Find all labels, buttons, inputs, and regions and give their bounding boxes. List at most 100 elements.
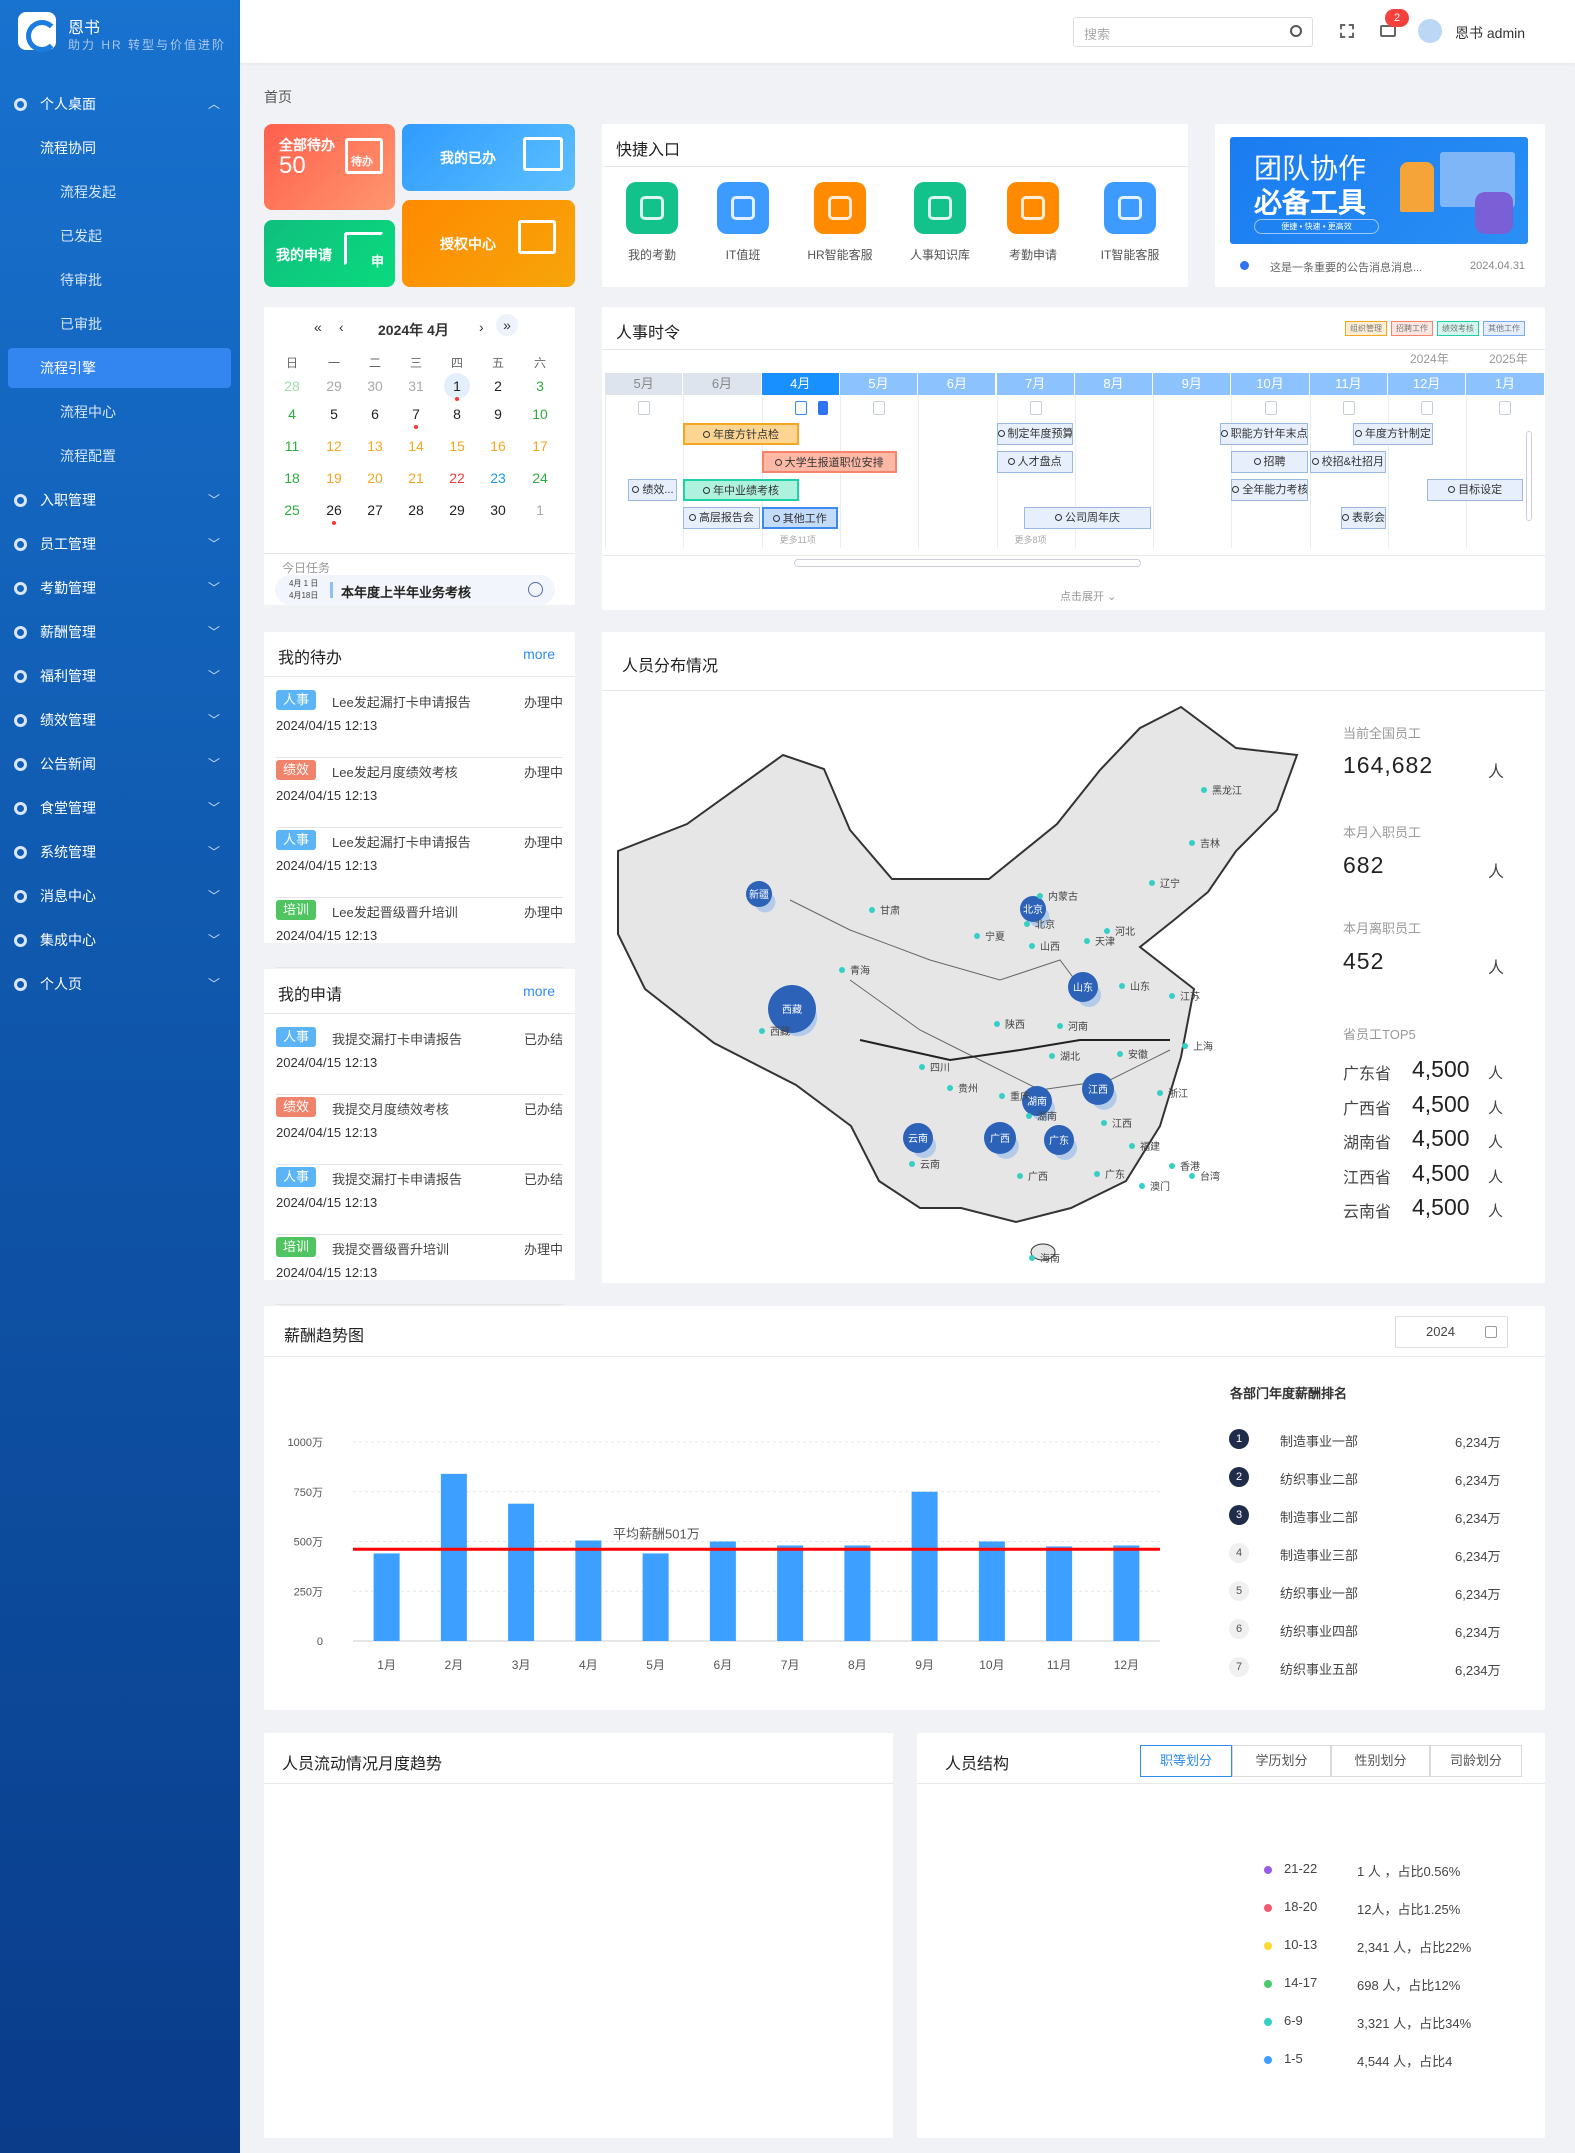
doc-icon[interactable] [873,401,886,415]
month-header[interactable]: 6月 [918,373,996,395]
calendar-day[interactable]: 30 [490,502,506,518]
quick-entry-0[interactable]: 我的考勤 [602,182,702,272]
month-header[interactable]: 9月 [1153,373,1231,395]
timeline-event[interactable]: 年中业绩考核 [683,479,799,501]
expand-button[interactable]: 点击展开 ⌄ [1060,588,1116,604]
doc-icon[interactable] [1264,401,1277,415]
timeline-event[interactable]: 年度方针点检 [683,423,799,445]
sidebar-item-13[interactable]: 福利管理 ﹀ [0,656,240,696]
list-item[interactable]: 绩效 Lee发起月度绩效考核 办理中 2024/04/15 12:13 [276,758,563,828]
calendar-day[interactable]: 23 [490,470,506,486]
calendar-day[interactable]: 13 [367,438,383,454]
my-done-tile[interactable]: 我的已办 [402,124,575,191]
timeline-event[interactable]: 高层报告会 [683,507,760,529]
timeline-scrollbar[interactable] [794,559,1141,567]
calendar-day[interactable]: 9 [494,406,502,422]
sidebar-item-12[interactable]: 薪酬管理 ﹀ [0,612,240,652]
list-item[interactable]: 人事 我提交漏打卡申请报告 已办结 2024/04/15 12:13 [276,1025,563,1095]
timeline-event[interactable]: 目标设定 [1427,479,1524,501]
banner-image[interactable]: 团队协作 必备工具 便捷 • 快速 • 更高效 [1230,137,1528,244]
doc-icon[interactable] [1499,401,1512,415]
tab-0[interactable]: 职等划分 [1140,1745,1232,1777]
sidebar-item-7[interactable]: 流程中心 [0,392,240,432]
doc-icon[interactable] [1342,401,1355,415]
calendar-day[interactable]: 29 [326,378,342,394]
timeline-event[interactable]: 绩效... [628,479,678,501]
fullscreen-icon[interactable] [1340,24,1354,38]
calendar-day[interactable]: 31 [408,378,424,394]
tab-2[interactable]: 性别划分 [1331,1745,1430,1777]
calendar-day[interactable]: 7 [412,406,420,422]
tab-3[interactable]: 司龄划分 [1430,1745,1522,1777]
timeline-event[interactable]: 制定年度预算 [996,423,1073,445]
year-select[interactable]: 2024 [1395,1316,1508,1348]
timeline-event[interactable]: 职能方针年末点检 [1219,423,1308,445]
calendar-day[interactable]: 8 [453,406,461,422]
sidebar-item-19[interactable]: 集成中心 ﹀ [0,920,240,960]
calendar-day[interactable]: 6 [371,406,379,422]
doc-icon[interactable] [1421,401,1434,415]
calendar-day[interactable]: 27 [367,502,383,518]
sidebar-item-0[interactable]: 个人桌面 ︿ [0,84,240,124]
sidebar-item-3[interactable]: 已发起 [0,216,240,256]
legend-1[interactable]: 招聘工作 [1391,321,1433,336]
calendar-day[interactable]: 19 [326,470,342,486]
more-events-link[interactable]: 更多11项 [779,535,816,545]
tab-1[interactable]: 学历划分 [1232,1745,1331,1777]
timeline-event[interactable]: 公司周年庆 [1023,507,1152,529]
calendar-day[interactable]: 17 [532,438,548,454]
sidebar-item-15[interactable]: 公告新闻 ﹀ [0,744,240,784]
sidebar-item-9[interactable]: 入职管理 ﹀ [0,480,240,520]
calendar-day[interactable]: 4 [288,406,296,422]
sidebar-item-5[interactable]: 已审批 [0,304,240,344]
calendar-day[interactable]: 29 [449,502,465,518]
sidebar-item-1[interactable]: 流程协同 [0,128,240,168]
month-header[interactable]: 5月 [605,373,683,395]
month-header[interactable]: 8月 [1074,373,1153,395]
doc-icon[interactable] [1029,401,1042,415]
calendar-day[interactable]: 25 [284,502,300,518]
calendar-day[interactable]: 5 [330,406,338,422]
my-apply-tile[interactable]: 我的申请 申 [264,220,395,287]
calendar-day[interactable]: 10 [532,406,548,422]
month-header[interactable]: 7月 [996,373,1074,395]
doc-icon[interactable] [794,401,807,415]
calendar-day[interactable]: 22 [449,470,465,486]
legend-0[interactable]: 组织管理 [1345,321,1387,336]
timeline-vscrollbar[interactable] [1526,431,1532,521]
calendar-day[interactable]: 28 [284,378,300,394]
quick-entry-5[interactable]: IT智能客服 [1080,182,1180,272]
calendar-day[interactable]: 12 [326,438,342,454]
sidebar-item-8[interactable]: 流程配置 [0,436,240,476]
legend-2[interactable]: 绩效考核 [1437,321,1479,336]
task-check-icon[interactable] [528,582,543,597]
calendar-day[interactable]: 24 [532,470,548,486]
calendar-day[interactable]: 30 [367,378,383,394]
all-todo-tile[interactable]: 全部待办 50 待办 [264,124,395,210]
sidebar-item-14[interactable]: 绩效管理 ﹀ [0,700,240,740]
list-item[interactable]: 培训 Lee发起晋级晋升培训 办理中 2024/04/15 12:13 [276,898,563,968]
next-year-button[interactable]: » [496,314,518,336]
month-header[interactable]: 6月 [683,373,761,395]
sidebar-item-17[interactable]: 系统管理 ﹀ [0,832,240,872]
doc-alert-icon[interactable] [817,401,828,415]
timeline-event[interactable]: 年度方针制定 [1352,423,1433,445]
next-month-button[interactable]: › [479,319,484,335]
sidebar-item-2[interactable]: 流程发起 [0,172,240,212]
doc-icon[interactable] [638,401,651,415]
quick-entry-1[interactable]: IT值班 [693,182,793,272]
prev-month-button[interactable]: ‹ [339,319,344,335]
quick-entry-4[interactable]: 考勤申请 [983,182,1083,272]
sidebar-item-11[interactable]: 考勤管理 ﹀ [0,568,240,608]
search-icon[interactable] [1290,25,1302,37]
list-item[interactable]: 绩效 我提交月度绩效考核 已办结 2024/04/15 12:13 [276,1095,563,1165]
sidebar-item-10[interactable]: 员工管理 ﹀ [0,524,240,564]
month-header[interactable]: 11月 [1309,373,1387,395]
quick-entry-3[interactable]: 人事知识库 [890,182,990,272]
timeline-event[interactable]: 招聘 [1231,451,1308,473]
mail-icon[interactable] [1380,25,1396,37]
avatar[interactable] [1418,19,1442,43]
sidebar-item-18[interactable]: 消息中心 ﹀ [0,876,240,916]
calendar-day[interactable]: 21 [408,470,424,486]
timeline-event[interactable]: 校招&社招月 [1309,451,1386,473]
